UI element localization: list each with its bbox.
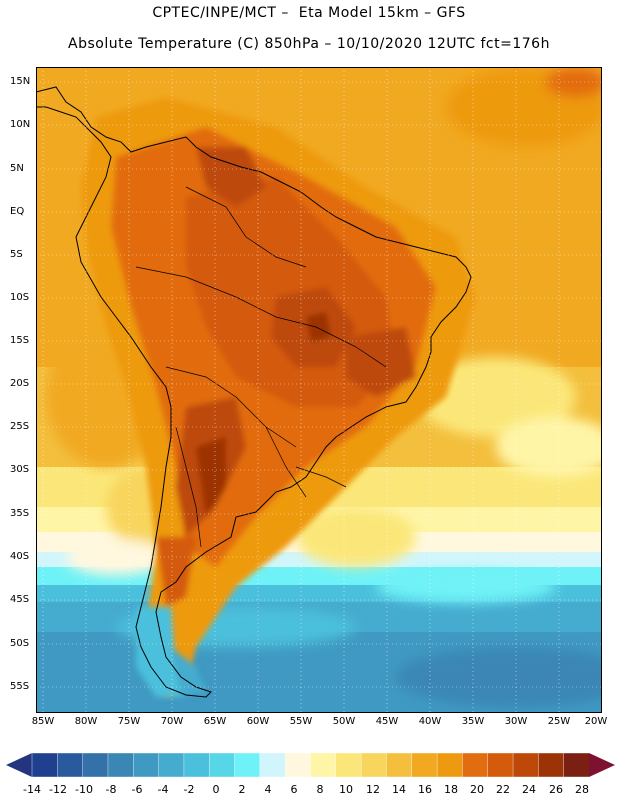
colorbar-cell bbox=[360, 752, 388, 778]
chart-title: CPTEC/INPE/MCT – Eta Model 15km – GFS bbox=[152, 5, 466, 21]
lat-label: 5N bbox=[10, 163, 24, 174]
temperature-map bbox=[36, 67, 602, 713]
colorbar-cell bbox=[57, 752, 84, 778]
lat-label: 45S bbox=[10, 594, 30, 605]
lon-label: 30W bbox=[504, 716, 528, 727]
colorbar-cell bbox=[487, 752, 514, 778]
colorbar-cell bbox=[107, 752, 134, 778]
colorbar bbox=[6, 752, 615, 778]
lat-label: 15S bbox=[10, 335, 30, 346]
colorbar-cell bbox=[234, 752, 261, 778]
colorbar-tick: -6 bbox=[131, 783, 143, 796]
lat-label: EQ bbox=[10, 206, 25, 217]
lon-label: 55W bbox=[289, 716, 313, 727]
colorbar-cell bbox=[462, 752, 489, 778]
coastline bbox=[36, 86, 472, 698]
lat-label: 40S bbox=[10, 551, 30, 562]
country-borders bbox=[135, 186, 387, 548]
lon-label: 20W bbox=[584, 716, 608, 727]
colorbar-cell bbox=[31, 752, 59, 778]
colorbar-cell bbox=[335, 752, 362, 778]
lon-label: 80W bbox=[74, 716, 98, 727]
colorbar-tick: -10 bbox=[75, 783, 93, 796]
lon-label: 75W bbox=[117, 716, 141, 727]
lat-label: 10N bbox=[10, 119, 31, 130]
colorbar-cell bbox=[436, 752, 464, 778]
colorbar-tick: 24 bbox=[522, 783, 536, 796]
lon-label: 65W bbox=[203, 716, 227, 727]
lon-label: 25W bbox=[547, 716, 571, 727]
colorbar-tick: 14 bbox=[392, 783, 406, 796]
lat-label: 20S bbox=[10, 378, 30, 389]
colorbar-tick: 2 bbox=[238, 783, 246, 796]
colorbar-cell bbox=[386, 752, 413, 778]
colorbar-cell bbox=[82, 752, 109, 778]
lon-label: 45W bbox=[375, 716, 399, 727]
colorbar-tick: 6 bbox=[290, 783, 298, 796]
colorbar-tick: 22 bbox=[496, 783, 510, 796]
colorbar-cell bbox=[512, 752, 540, 778]
colorbar-tick: -12 bbox=[49, 783, 67, 796]
colorbar-tick: 28 bbox=[575, 783, 589, 796]
map-frame bbox=[36, 67, 602, 713]
colorbar-tick: 10 bbox=[339, 783, 353, 796]
colorbar-tick: -4 bbox=[157, 783, 169, 796]
colorbar-tick: 0 bbox=[212, 783, 220, 796]
colorbar-cell bbox=[259, 752, 286, 778]
colorbar-cell bbox=[284, 752, 312, 778]
colorbar-cell bbox=[538, 752, 565, 778]
colorbar-cell bbox=[158, 752, 185, 778]
colorbar-cell bbox=[411, 752, 438, 778]
lon-label: 35W bbox=[461, 716, 485, 727]
colorbar-cell bbox=[310, 752, 337, 778]
colorbar-tick: 26 bbox=[549, 783, 563, 796]
lat-label: 50S bbox=[10, 638, 30, 649]
lat-label: 10S bbox=[10, 292, 30, 303]
lon-label: 40W bbox=[418, 716, 442, 727]
lat-label: 5S bbox=[10, 249, 23, 260]
colorbar-tick: -14 bbox=[23, 783, 41, 796]
lon-label: 50W bbox=[332, 716, 356, 727]
colorbar-tick: 18 bbox=[444, 783, 458, 796]
colorbar-tick: 20 bbox=[470, 783, 484, 796]
lat-label: 15N bbox=[10, 76, 31, 87]
lon-label: 60W bbox=[246, 716, 270, 727]
lat-label: 55S bbox=[10, 681, 30, 692]
temperature-field bbox=[36, 67, 602, 713]
lat-label: 35S bbox=[10, 508, 30, 519]
lat-label: 25S bbox=[10, 421, 30, 432]
colorbar-under-arrow bbox=[6, 753, 32, 777]
colorbar-cell bbox=[183, 752, 210, 778]
chart-subtitle: Absolute Temperature (C) 850hPa – 10/10/… bbox=[68, 36, 550, 52]
colorbar-tick: 16 bbox=[418, 783, 432, 796]
lat-label: 30S bbox=[10, 464, 30, 475]
lon-label: 70W bbox=[160, 716, 184, 727]
colorbar-tick: -8 bbox=[105, 783, 117, 796]
colorbar-cell bbox=[563, 752, 590, 778]
colorbar-tick: 12 bbox=[366, 783, 380, 796]
colorbar-over-arrow bbox=[589, 753, 615, 777]
lon-label: 85W bbox=[31, 716, 55, 727]
colorbar-tick: 4 bbox=[264, 783, 272, 796]
colorbar-cell bbox=[133, 752, 160, 778]
colorbar-tick: 8 bbox=[316, 783, 324, 796]
colorbar-cell bbox=[209, 752, 236, 778]
colorbar-tick: -2 bbox=[183, 783, 195, 796]
